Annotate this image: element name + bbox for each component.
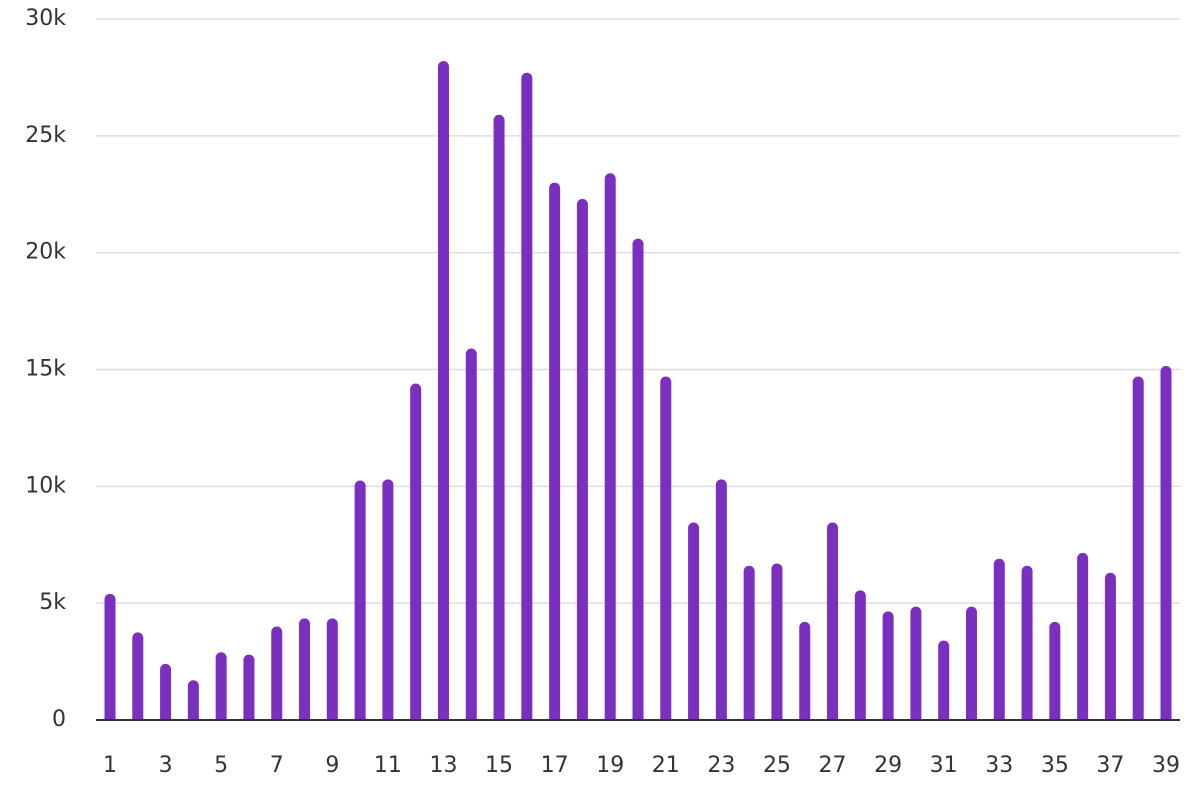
x-tick-label: 3 bbox=[159, 753, 173, 778]
bar-14 bbox=[465, 348, 477, 720]
bar-9 bbox=[326, 618, 338, 720]
bar-28 bbox=[854, 590, 866, 720]
bar-10 bbox=[354, 480, 366, 720]
bar-12 bbox=[410, 383, 422, 720]
bar-2 bbox=[132, 632, 144, 720]
bar-11 bbox=[382, 479, 394, 720]
y-tick-label: 5k bbox=[39, 590, 66, 615]
bar-36 bbox=[1077, 552, 1089, 720]
bar-26 bbox=[799, 621, 811, 720]
bar-39 bbox=[1160, 365, 1172, 720]
bar-37 bbox=[1104, 572, 1116, 720]
bar-15 bbox=[493, 114, 505, 720]
x-tick-label: 21 bbox=[652, 753, 680, 778]
bar-17 bbox=[549, 182, 561, 721]
bar-24 bbox=[743, 565, 755, 720]
bar-25 bbox=[771, 563, 783, 720]
bar-38 bbox=[1132, 376, 1144, 720]
x-tick-label: 23 bbox=[707, 753, 735, 778]
y-axis-tick-labels: 0 5k 10k 15k 20k 25k 30k bbox=[25, 6, 66, 732]
bar-19 bbox=[604, 173, 616, 721]
y-tick-label: 15k bbox=[25, 357, 66, 382]
bar-22 bbox=[688, 522, 700, 720]
x-tick-label: 1 bbox=[103, 753, 117, 778]
bar-31 bbox=[938, 640, 950, 720]
bar-6 bbox=[243, 654, 255, 720]
x-tick-label: 11 bbox=[374, 753, 402, 778]
bar-8 bbox=[299, 618, 311, 720]
bar-29 bbox=[882, 611, 894, 720]
x-tick-label: 7 bbox=[270, 753, 284, 778]
bar-23 bbox=[715, 479, 727, 720]
x-tick-label: 25 bbox=[763, 753, 791, 778]
bar-21 bbox=[660, 376, 672, 720]
bar-33 bbox=[993, 558, 1005, 720]
bar-3 bbox=[160, 663, 172, 720]
x-tick-label: 5 bbox=[214, 753, 228, 778]
bar-35 bbox=[1049, 621, 1061, 720]
bars bbox=[104, 61, 1172, 721]
y-tick-label: 25k bbox=[25, 123, 66, 148]
x-tick-label: 17 bbox=[541, 753, 569, 778]
y-tick-label: 30k bbox=[25, 6, 66, 31]
x-tick-label: 35 bbox=[1041, 753, 1069, 778]
y-tick-label: 0 bbox=[52, 707, 66, 732]
x-tick-label: 29 bbox=[874, 753, 902, 778]
x-tick-label: 27 bbox=[819, 753, 847, 778]
bar-4 bbox=[187, 680, 199, 720]
bar-16 bbox=[521, 72, 533, 720]
bar-27 bbox=[827, 522, 839, 720]
x-axis-tick-labels: 1 3 5 7 9 11 13 15 17 19 21 23 25 27 29 31 33 35 37 39 bbox=[103, 753, 1180, 778]
bar-32 bbox=[965, 606, 977, 720]
x-tick-label: 13 bbox=[429, 753, 457, 778]
y-tick-label: 20k bbox=[25, 240, 66, 265]
x-tick-label: 15 bbox=[485, 753, 513, 778]
bar-13 bbox=[437, 61, 449, 720]
x-tick-label: 37 bbox=[1096, 753, 1124, 778]
x-tick-label: 19 bbox=[596, 753, 624, 778]
x-tick-label: 31 bbox=[930, 753, 958, 778]
bar-1 bbox=[104, 593, 116, 720]
bar-18 bbox=[576, 198, 588, 720]
x-tick-label: 33 bbox=[985, 753, 1013, 778]
y-tick-label: 10k bbox=[25, 473, 66, 498]
bar-34 bbox=[1021, 565, 1033, 720]
bar-5 bbox=[215, 652, 227, 720]
bar-20 bbox=[632, 238, 644, 720]
x-tick-label: 9 bbox=[325, 753, 339, 778]
bar-7 bbox=[271, 626, 283, 720]
x-tick-label: 39 bbox=[1152, 753, 1180, 778]
bar-30 bbox=[910, 606, 922, 720]
